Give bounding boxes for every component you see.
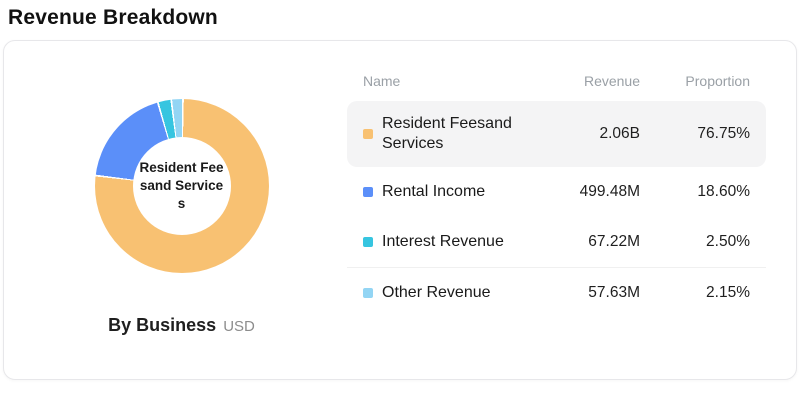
series-name: Resident Feesand Services — [382, 115, 512, 152]
table-row-resident-fees[interactable]: Resident Feesand Services 2.06B 76.75% — [347, 101, 766, 167]
series-revenue: 67.22M — [588, 233, 640, 250]
col-header-name: Name — [363, 73, 401, 89]
series-swatch-icon — [363, 288, 373, 298]
series-swatch-icon — [363, 129, 373, 139]
donut-chart-panel: Resident Feesand Services By Business USD — [34, 63, 329, 361]
series-proportion: 18.60% — [697, 183, 750, 200]
series-revenue: 2.06B — [599, 125, 640, 142]
series-proportion: 2.50% — [706, 233, 750, 250]
col-header-proportion: Proportion — [685, 73, 750, 89]
table-row-interest-revenue[interactable]: Interest Revenue 67.22M 2.50% — [347, 217, 766, 268]
legend-table: Name Revenue Proportion Resident Feesand… — [347, 67, 766, 361]
page-title: Revenue Breakdown — [8, 6, 218, 29]
series-swatch-icon — [363, 187, 373, 197]
chart-caption-title: By Business — [108, 315, 217, 335]
chart-caption: By Business USD — [108, 315, 255, 336]
series-name: Interest Revenue — [382, 233, 504, 250]
series-proportion: 76.75% — [697, 125, 750, 142]
revenue-breakdown-card: Resident Feesand Services By Business USD… — [3, 40, 797, 380]
series-name-cell: Resident Feesand Services — [363, 114, 520, 154]
series-name: Other Revenue — [382, 284, 491, 301]
legend-table-header: Name Revenue Proportion — [347, 67, 766, 101]
series-name-cell: Other Revenue — [363, 283, 520, 303]
table-row-rental-income[interactable]: Rental Income 499.48M 18.60% — [347, 167, 766, 217]
series-swatch-icon — [363, 237, 373, 247]
series-name: Rental Income — [382, 183, 486, 200]
donut-center-label: Resident Feesand Services — [132, 137, 231, 235]
donut-ring[interactable]: Resident Feesand Services — [94, 99, 269, 273]
series-name-cell: Interest Revenue — [363, 232, 520, 252]
table-row-other-revenue[interactable]: Other Revenue 57.63M 2.15% — [347, 268, 766, 318]
series-revenue: 499.48M — [579, 183, 640, 200]
series-name-cell: Rental Income — [363, 182, 520, 202]
series-revenue: 57.63M — [588, 284, 640, 301]
chart-caption-unit: USD — [223, 318, 255, 335]
series-proportion: 2.15% — [706, 284, 750, 301]
col-header-revenue: Revenue — [583, 73, 640, 89]
